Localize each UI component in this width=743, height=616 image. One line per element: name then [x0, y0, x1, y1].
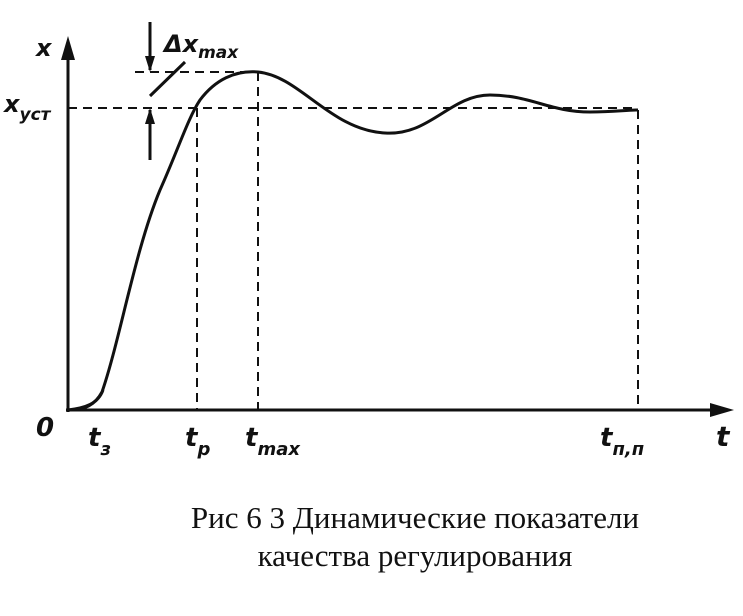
origin-label: 0: [36, 413, 54, 443]
label-sub: п,п: [612, 439, 644, 460]
delta-leader: [148, 60, 187, 98]
caption-line: Рис 6 3 Динамические показатели: [191, 500, 639, 535]
y-arrow: [61, 36, 75, 60]
delta-arrowhead: [145, 108, 155, 124]
label-sub: уст: [19, 105, 51, 125]
label-main: t: [185, 423, 199, 453]
steady-label: xуст: [3, 90, 52, 125]
label-main: t: [245, 423, 259, 453]
label-main: t: [600, 423, 614, 453]
x-arrow: [710, 403, 734, 417]
delay-mark: [67, 389, 105, 412]
label-sub: з: [99, 439, 110, 460]
delta-label: Δxmax: [162, 30, 239, 63]
tmax-label: tmax: [245, 423, 301, 460]
label-sub: max: [257, 439, 301, 460]
label-main: x: [3, 90, 21, 118]
tpp-label: tп,п: [600, 423, 644, 460]
y-axis-label: x: [35, 34, 53, 62]
x-axis-label: t: [716, 420, 731, 453]
caption-line: качества регулирования: [258, 538, 573, 573]
tp-label: tp: [185, 423, 210, 460]
tz-label: tз: [88, 423, 111, 460]
label-main: Δx: [162, 30, 200, 58]
label-main: t: [88, 423, 102, 453]
label-sub: p: [196, 439, 210, 460]
label-sub: max: [198, 43, 239, 63]
delta-arrowhead: [145, 56, 155, 72]
response-curve: [67, 70, 639, 412]
